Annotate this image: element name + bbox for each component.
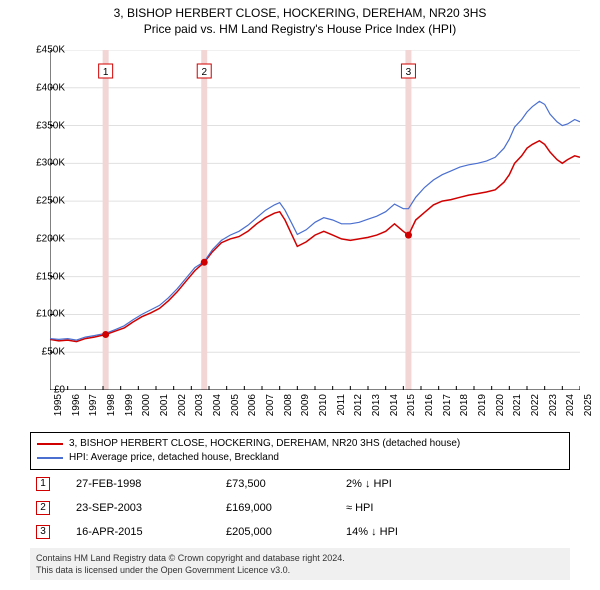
x-tick-label: 2008 [283,394,294,424]
x-tick-label: 2004 [212,394,223,424]
x-tick-label: 2013 [371,394,382,424]
marker-price: £169,000 [226,502,346,514]
svg-text:2: 2 [201,67,207,78]
y-tick-label: £400K [20,82,65,93]
marker-badge: 2 [36,501,50,515]
marker-rel: ≈ HPI [346,502,496,514]
marker-rel: 2% ↓ HPI [346,478,496,490]
legend-label: HPI: Average price, detached house, Brec… [69,451,279,465]
x-tick-label: 2002 [177,394,188,424]
chart-area: 1 2 3 [50,50,580,390]
legend-swatch-red [37,443,63,445]
x-tick-label: 2023 [548,394,559,424]
footer: Contains HM Land Registry data © Crown c… [30,548,570,580]
x-tick-label: 2007 [265,394,276,424]
x-tick-label: 2001 [159,394,170,424]
x-tick-label: 2015 [406,394,417,424]
x-tick-label: 2022 [530,394,541,424]
legend-swatch-blue [37,457,63,459]
x-tick-label: 1999 [124,394,135,424]
x-tick-label: 2024 [565,394,576,424]
svg-text:3: 3 [406,67,412,78]
y-tick-label: £350K [20,120,65,131]
x-tick-label: 2011 [336,394,347,424]
x-tick-label: 2005 [230,394,241,424]
x-tick-label: 2016 [424,394,435,424]
svg-text:1: 1 [103,67,109,78]
x-tick-label: 2025 [583,394,594,424]
x-tick-label: 2009 [300,394,311,424]
y-tick-label: £300K [20,158,65,169]
x-tick-label: 2010 [318,394,329,424]
x-tick-label: 2020 [495,394,506,424]
marker-row: 1 27-FEB-1998 £73,500 2% ↓ HPI [30,472,570,496]
footer-line: This data is licensed under the Open Gov… [36,564,564,576]
legend: 3, BISHOP HERBERT CLOSE, HOCKERING, DERE… [30,432,570,470]
y-tick-label: £200K [20,233,65,244]
x-tick-label: 2006 [247,394,258,424]
x-tick-label: 1996 [71,394,82,424]
x-tick-label: 2021 [512,394,523,424]
marker-price: £73,500 [226,478,346,490]
marker-price: £205,000 [226,526,346,538]
legend-row: 3, BISHOP HERBERT CLOSE, HOCKERING, DERE… [37,437,563,451]
titles: 3, BISHOP HERBERT CLOSE, HOCKERING, DERE… [0,0,600,36]
chart-container: 3, BISHOP HERBERT CLOSE, HOCKERING, DERE… [0,0,600,590]
x-tick-label: 2012 [353,394,364,424]
marker-date: 23-SEP-2003 [76,502,226,514]
x-tick-label: 2003 [194,394,205,424]
y-tick-label: £50K [20,347,65,358]
legend-row: HPI: Average price, detached house, Brec… [37,451,563,465]
y-tick-label: £250K [20,196,65,207]
y-tick-label: £150K [20,271,65,282]
marker-rel: 14% ↓ HPI [346,526,496,538]
x-tick-label: 2000 [141,394,152,424]
marker-badge: 3 [36,525,50,539]
x-tick-label: 2019 [477,394,488,424]
title-main: 3, BISHOP HERBERT CLOSE, HOCKERING, DERE… [0,6,600,20]
x-tick-label: 1997 [88,394,99,424]
legend-label: 3, BISHOP HERBERT CLOSE, HOCKERING, DERE… [69,437,460,451]
x-tick-label: 2017 [442,394,453,424]
marker-row: 2 23-SEP-2003 £169,000 ≈ HPI [30,496,570,520]
x-tick-label: 2018 [459,394,470,424]
y-tick-label: £100K [20,309,65,320]
chart-svg: 1 2 3 [50,50,580,390]
marker-badge: 1 [36,477,50,491]
marker-date: 16-APR-2015 [76,526,226,538]
y-tick-label: £450K [20,45,65,56]
marker-row: 3 16-APR-2015 £205,000 14% ↓ HPI [30,520,570,544]
x-tick-label: 2014 [389,394,400,424]
marker-date: 27-FEB-1998 [76,478,226,490]
footer-line: Contains HM Land Registry data © Crown c… [36,552,564,564]
x-tick-label: 1998 [106,394,117,424]
title-sub: Price paid vs. HM Land Registry's House … [0,22,600,36]
markers-table: 1 27-FEB-1998 £73,500 2% ↓ HPI 2 23-SEP-… [30,472,570,544]
x-tick-label: 1995 [53,394,64,424]
